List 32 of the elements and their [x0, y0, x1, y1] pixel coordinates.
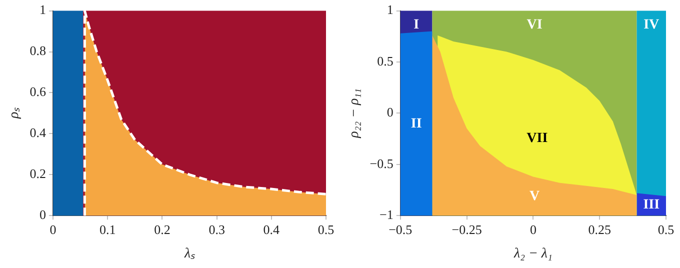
x-tick-label: 0.3: [208, 222, 225, 237]
x-tick-label: 0.4: [263, 222, 280, 237]
y-tick-label: 1: [386, 2, 394, 18]
y-axis-title: ρ₂₂ − ρ₁₁: [347, 88, 362, 139]
band-label: IV: [644, 17, 660, 32]
series-label: VII: [526, 131, 548, 146]
x-tick-label: 0.2: [154, 222, 170, 237]
y-tick-label: 1: [40, 2, 46, 18]
series-label: II: [410, 116, 422, 132]
x-tick-label: −0.25: [452, 222, 482, 237]
x-tick-label: 0.25: [588, 222, 611, 237]
x-tick-label: 0: [530, 222, 536, 237]
y-tick-label: −0.5: [370, 156, 394, 171]
y-tick-label: 0: [386, 104, 394, 120]
x-tick-label: 0.5: [318, 222, 334, 237]
y-tick-label: 0.5: [377, 53, 394, 68]
x-tick-label: 0: [50, 222, 56, 237]
x-axis-title: λ₂ − λ₁: [513, 246, 552, 262]
x-axis-title: λₛ: [183, 246, 196, 262]
y-axis-title: ρₛ: [7, 106, 22, 120]
y-tick-label: 0.8: [30, 43, 46, 58]
y-tick-label: 0: [40, 207, 46, 222]
y-tick-label: 0.6: [30, 84, 47, 100]
band-label: VI: [526, 17, 542, 32]
y-tick-label: 0.4: [30, 125, 47, 140]
x-tick-label: 0.1: [100, 222, 116, 237]
band-label: I: [414, 17, 420, 32]
series-label: V: [529, 188, 540, 204]
x-tick-label: 0.5: [658, 222, 674, 237]
series-label: III: [643, 198, 660, 213]
y-tick-label: −1: [380, 207, 394, 222]
y-tick-label: 0.2: [30, 166, 46, 182]
